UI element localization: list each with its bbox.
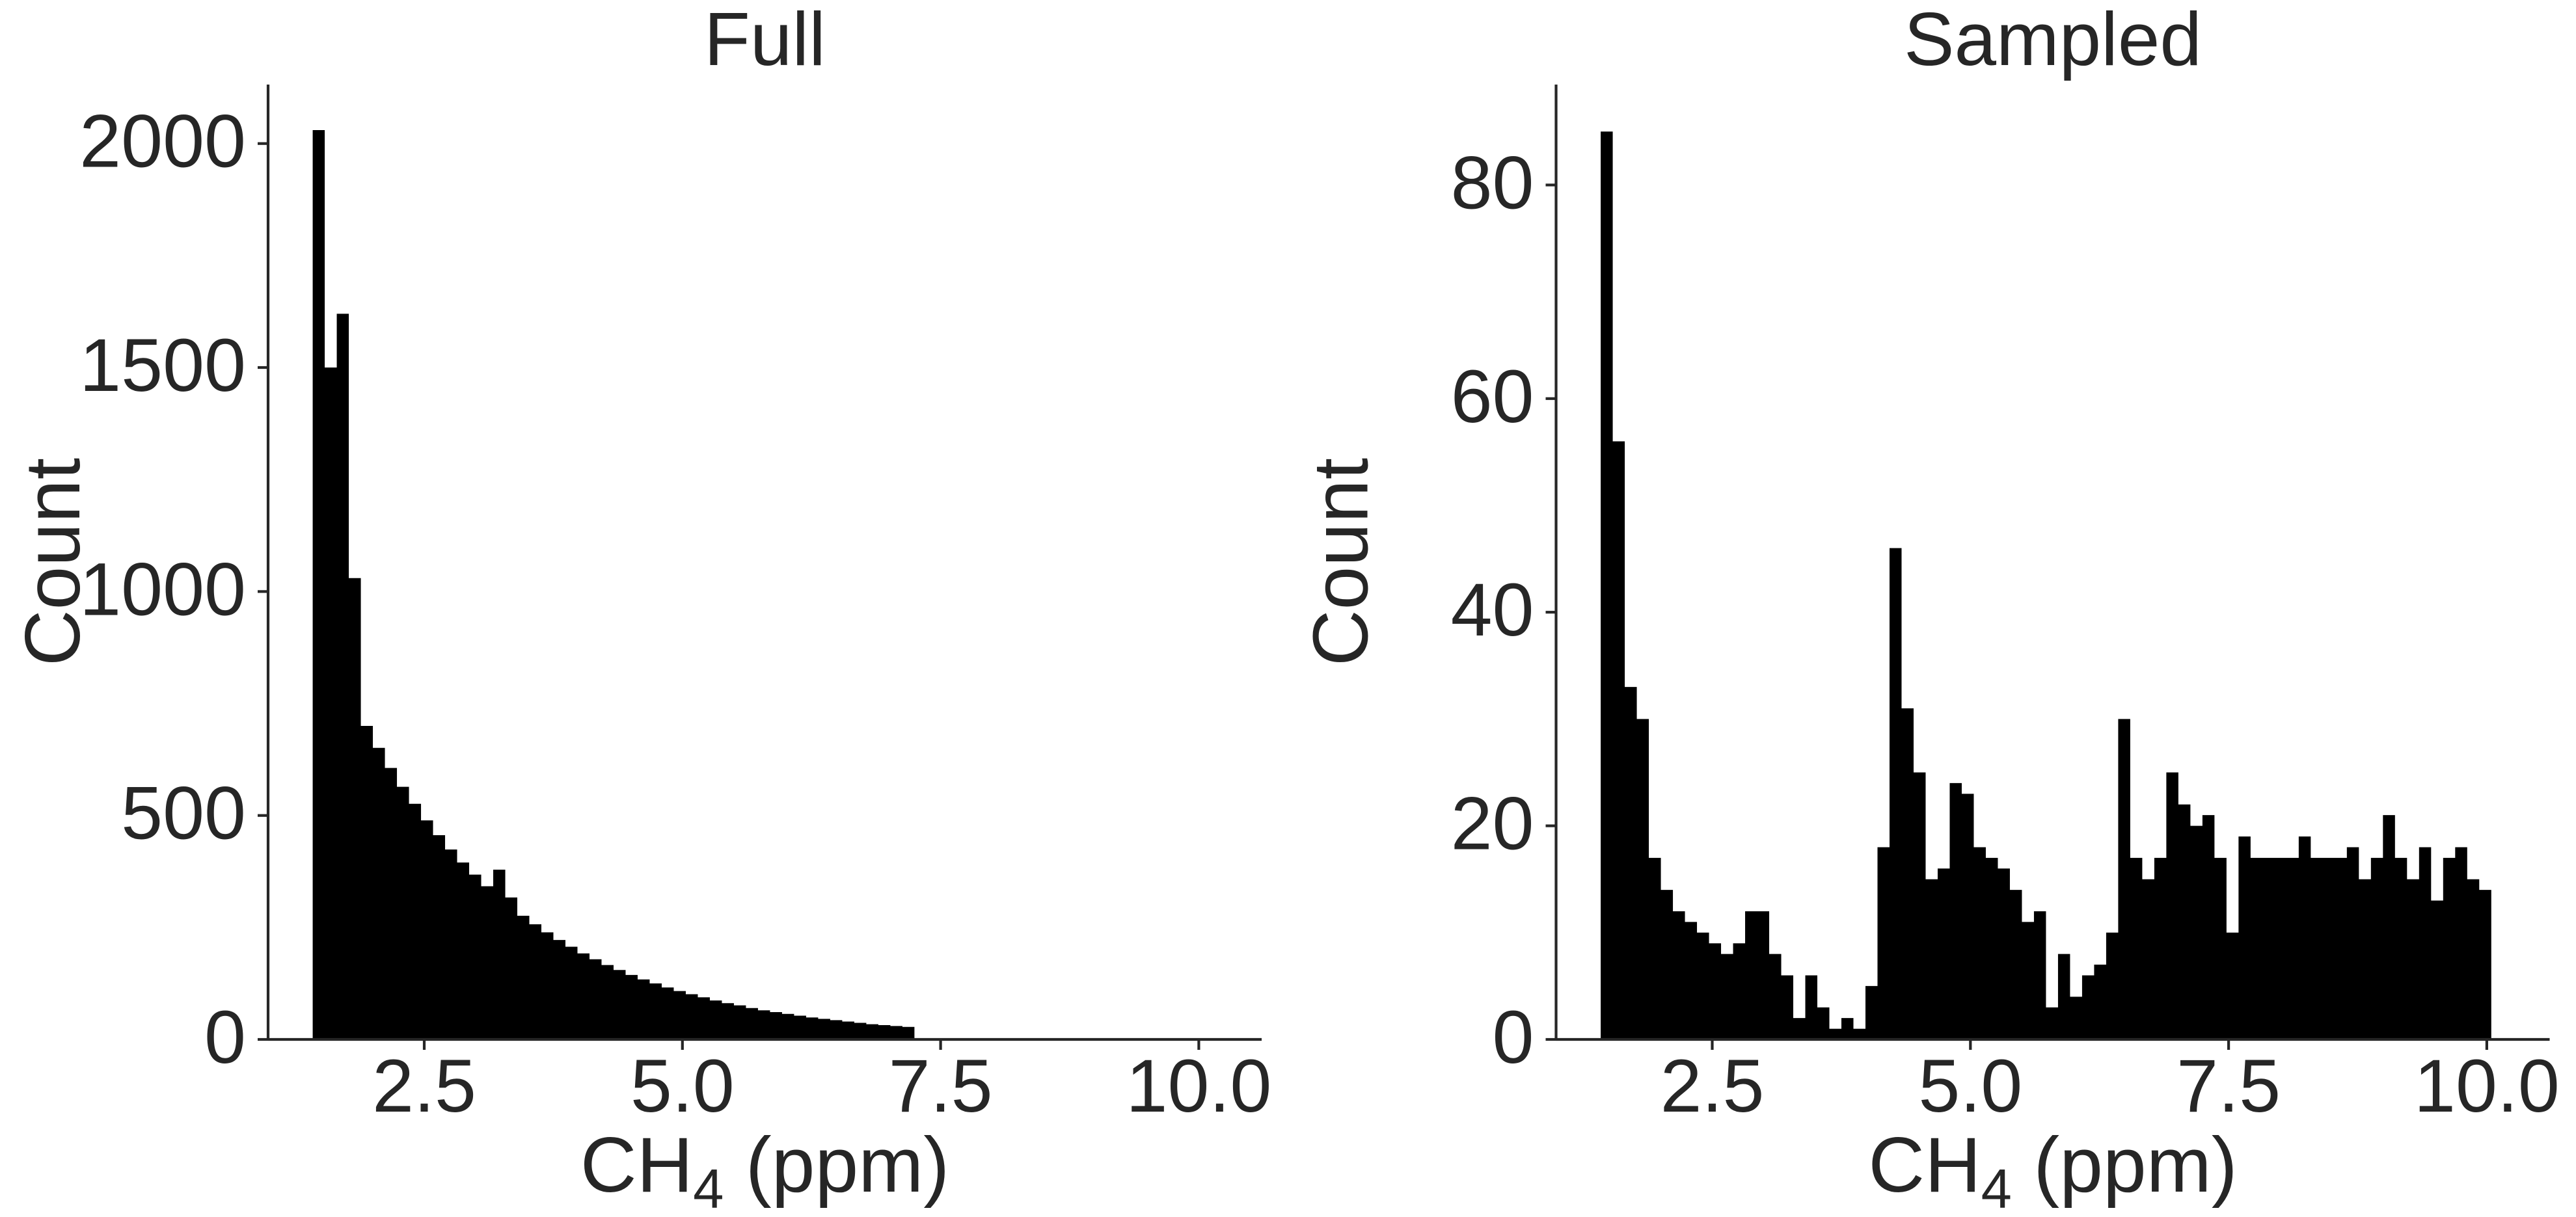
svg-text:7.5: 7.5 [2176, 1045, 2281, 1128]
svg-text:20: 20 [1451, 782, 1534, 866]
svg-text:10.0: 10.0 [2414, 1045, 2560, 1128]
svg-text:80: 80 [1451, 141, 1534, 224]
svg-text:2000: 2000 [79, 100, 246, 183]
svg-text:2.5: 2.5 [1661, 1045, 1765, 1128]
svg-text:1500: 1500 [79, 324, 246, 407]
svg-text:CH4 (ppm): CH4 (ppm) [1868, 1121, 2237, 1217]
svg-text:7.5: 7.5 [889, 1045, 993, 1128]
svg-text:Count: Count [9, 458, 96, 666]
svg-text:0: 0 [204, 996, 246, 1079]
svg-text:500: 500 [121, 772, 246, 855]
svg-text:10.0: 10.0 [1126, 1045, 1271, 1128]
svg-text:2.5: 2.5 [372, 1045, 476, 1128]
svg-text:Full: Full [704, 0, 826, 81]
svg-text:40: 40 [1451, 568, 1534, 652]
svg-text:5.0: 5.0 [630, 1045, 735, 1128]
svg-text:1000: 1000 [79, 548, 246, 631]
svg-text:60: 60 [1451, 355, 1534, 438]
svg-text:Count: Count [1297, 458, 1385, 666]
svg-text:Sampled: Sampled [1904, 0, 2202, 81]
svg-text:0: 0 [1493, 996, 1534, 1079]
svg-text:5.0: 5.0 [1918, 1045, 2022, 1128]
svg-text:CH4 (ppm): CH4 (ppm) [580, 1121, 949, 1217]
